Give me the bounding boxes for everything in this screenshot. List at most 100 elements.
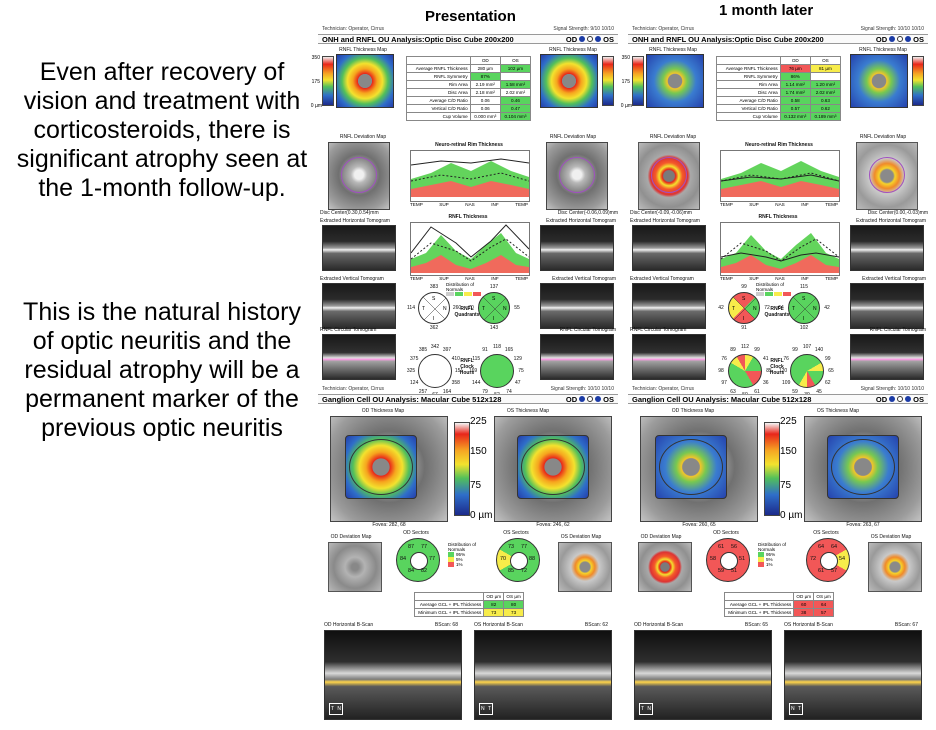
os-bscan-number: BScan: 62 (584, 622, 608, 628)
axis-tick-label: SUP (439, 276, 449, 281)
sector-value: 77 (428, 556, 436, 562)
os-rnfl-clock-hours (480, 354, 514, 388)
os-gcl-sectors (496, 538, 540, 582)
gcl-title: Ganglion Cell OU Analysis: Macular Cube … (632, 394, 812, 404)
od-label: OD (875, 34, 888, 44)
table-cell: Average C/D Ratio (406, 96, 471, 105)
table-cell: 73 (503, 608, 524, 617)
os-circ-tomo (540, 334, 614, 380)
legend-value: 95% (766, 552, 776, 557)
clock-hour-value: 397 (442, 347, 452, 354)
sector-value: 61 (817, 568, 825, 574)
sector-value: 85 (507, 568, 515, 574)
sector-value: 88 (528, 556, 536, 562)
legend-title: Distribution of Normals (756, 282, 785, 292)
od-dot-icon (579, 396, 586, 402)
od-thickness-scale (322, 56, 334, 106)
rnfl-normal-red-band (411, 255, 529, 273)
table-cell: 0.06 (469, 104, 501, 113)
gcl-signal-label: Signal Strength: 10/10 10/10 (550, 386, 614, 392)
sector-value: 73 (507, 544, 515, 550)
table-row: Average C/D Ratio 0.58 0.63 (716, 96, 842, 105)
legend-row: 1% (758, 562, 798, 567)
clock-hour-value: 120 (778, 368, 788, 374)
axis-tick-label: TEMP (720, 276, 733, 281)
od-rnfl-clock-hours (418, 354, 452, 388)
od-rnfl-map-label: RNFL Thickness Map (649, 47, 697, 53)
od-vert-tomo-label: Extracted Vertical Tomogram (630, 276, 694, 282)
table-row: Vertical C/D Ratio 0.57 0.62 (716, 104, 842, 113)
clock-hour-value: 124 (410, 380, 419, 386)
sector-value: 77 (520, 544, 528, 550)
quadrant-n-letter: N (813, 306, 817, 312)
clock-hour-value: 41 (763, 356, 769, 362)
rim-normal-red-band (411, 181, 529, 197)
od-thickness-scale (632, 56, 644, 106)
od-vert-tomo (322, 283, 396, 329)
rim-chart-title: Neuro-retinal Rim Thickness (745, 142, 813, 148)
gcl-scale-0: 0 µm (470, 510, 493, 521)
scale-bottom-label: 0 µm (620, 103, 632, 109)
clock-hour-value: 140 (814, 347, 824, 354)
sector-center-hole (510, 552, 528, 570)
os-bscan-label: OS Horizontal B-Scan (784, 622, 833, 628)
legend-value: 5% (766, 557, 773, 562)
table-row: Average RNFL Thickness 280 µm 102 µm (406, 64, 532, 73)
table-cell: Disc Area (406, 88, 471, 97)
gcl-scale-225: 225 (780, 416, 797, 427)
table-cell: 0.104 mm³ (499, 112, 532, 121)
table-cell: 0.132 mm³ (779, 112, 811, 121)
onh-section-header: ONH and RNFL OU Analysis:Optic Disc Cube… (628, 34, 928, 44)
sector-value: 64 (817, 544, 825, 550)
table-cell: 0.57 (779, 104, 811, 113)
table-cell: 38 (793, 608, 815, 617)
rnfl-thickness-chart (410, 222, 530, 276)
clock-hour-value: 99 (754, 347, 760, 354)
scale-mid-label: 175 (621, 79, 630, 85)
rnfl-thickness-chart (720, 222, 840, 276)
legend-title: Distribution of Normals (446, 282, 475, 292)
quadrant-s-letter: S (492, 296, 496, 302)
legend-swatch (448, 552, 454, 557)
clock-hour-value: 63 (730, 388, 736, 395)
rim-chart-title: Neuro-retinal Rim Thickness (435, 142, 503, 148)
os-horiz-tomo-label: Extracted Horizontal Tomogram (856, 218, 926, 224)
od-rnfl-map-label: RNFL Thickness Map (339, 47, 387, 53)
os-horiz-tomo (540, 225, 614, 271)
table-cell: 0.62 (809, 104, 842, 113)
separator-dot-icon (897, 36, 904, 42)
table-cell: Rim Area (716, 80, 781, 89)
eye-selector: OD OS (876, 35, 924, 44)
os-rnfl-clock-hours (790, 354, 824, 388)
quadrant-nas-value: 72 (764, 305, 770, 311)
od-gcl-thickness-map (330, 416, 448, 522)
axis-tick-label: SUP (749, 276, 759, 281)
od-sectors-label: OD Sectors (403, 530, 429, 536)
axis-tick-label: TEMP (720, 202, 733, 207)
sector-value: 72 (520, 568, 528, 574)
od-gcl-thickness-label: OD Thickness Map (361, 408, 405, 414)
od-horiz-tomo (322, 225, 396, 271)
legend-value: 1% (766, 562, 773, 567)
table-cell: Rim Area (406, 80, 471, 89)
table-row: Minimum GCL + IPL Thickness 38 57 (723, 608, 834, 617)
table-header-cell: OS (809, 56, 842, 65)
gcl-thickness-table: OD µm OS µm Average GCL + IPL Thickness 82 8… (413, 592, 524, 617)
quadrant-inf-value: 362 (429, 325, 439, 331)
od-dot-icon (579, 36, 586, 42)
table-cell: 82 (483, 600, 505, 609)
os-deviation-label: RNFL Deviation Map (549, 134, 597, 140)
quadrant-dividers (789, 293, 819, 323)
os-rnfl-thickness-map (540, 54, 598, 108)
od-scan-circle (651, 157, 687, 193)
legend-row: 95% (758, 552, 798, 557)
axis-tick-label: TEMP (825, 202, 838, 207)
quadrant-i-letter: I (493, 316, 495, 322)
quadrant-temp-value: 70 (468, 305, 474, 311)
quadrant-s-letter: S (432, 296, 436, 302)
gcl-signal-label: Signal Strength: 10/10 10/10 (860, 386, 924, 392)
os-rnfl-thickness-map (850, 54, 908, 108)
